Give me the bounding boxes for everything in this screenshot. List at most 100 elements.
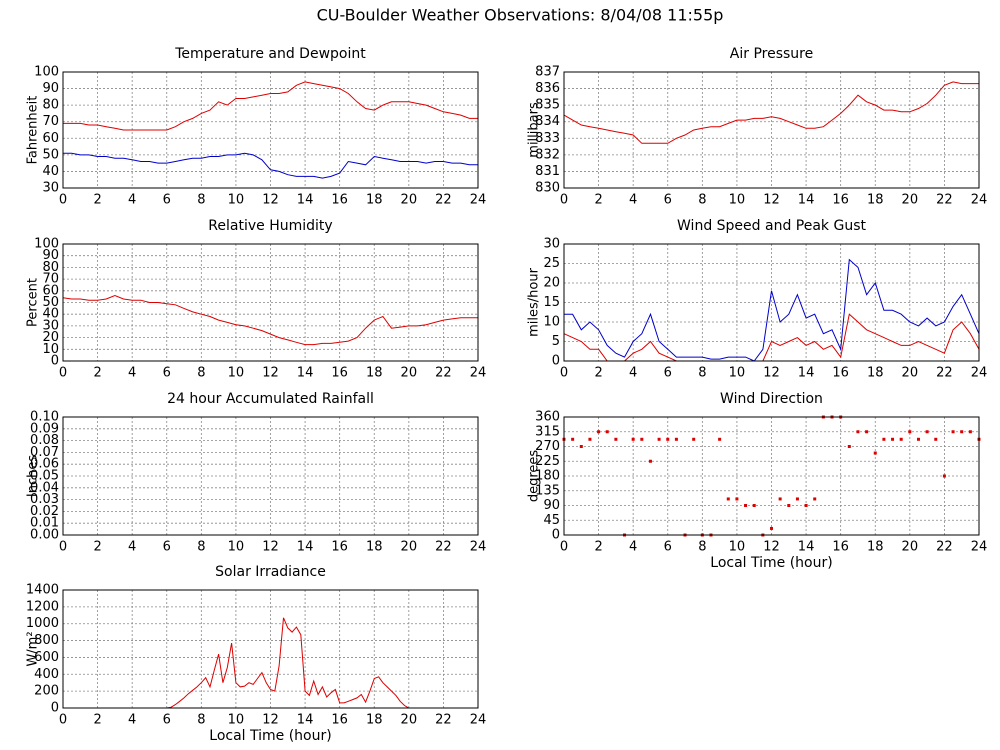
x-tick-label: 12: [763, 540, 780, 555]
y-tick-label: 836: [535, 81, 560, 96]
x-tick-label: 22: [435, 540, 452, 555]
x-tick-label: 0: [59, 366, 67, 381]
x-tick-label: 2: [594, 193, 602, 208]
x-tick-label: 0: [560, 366, 568, 381]
y-tick-label: 25: [543, 256, 560, 271]
x-tick-label: 20: [401, 193, 418, 208]
y-tick-label: 90: [543, 498, 560, 513]
x-tick-label: 12: [262, 193, 279, 208]
y-tick-label: 30: [543, 237, 560, 252]
y-tick-label: 100: [34, 237, 59, 252]
chart-title: Solar Irradiance: [215, 564, 326, 580]
x-tick-label: 14: [297, 193, 314, 208]
y-tick-label: 831: [535, 164, 560, 179]
y-tick-label: 90: [42, 81, 59, 96]
y-tick-label: 20: [42, 330, 59, 345]
x-tick-label: 10: [729, 366, 746, 381]
data-line: [63, 152, 478, 179]
chart-title: Wind Direction: [720, 391, 823, 407]
chart-panel: Temperature and DewpointFahrenheit304050…: [26, 46, 487, 208]
x-tick-label: 16: [832, 540, 849, 555]
x-tick-label: 2: [93, 366, 101, 381]
x-tick-label: 14: [297, 713, 314, 728]
x-tick-label: 4: [128, 713, 136, 728]
chart-title: 24 hour Accumulated Rainfall: [167, 391, 374, 407]
x-tick-label: 24: [470, 713, 487, 728]
plot-frame: [563, 243, 980, 362]
y-tick-label: 135: [535, 483, 560, 498]
x-tick-label: 2: [93, 540, 101, 555]
x-tick-label: 6: [163, 193, 171, 208]
x-tick-label: 8: [197, 540, 205, 555]
y-tick-label: 315: [535, 424, 560, 439]
x-tick-label: 22: [936, 193, 953, 208]
data-point: [813, 497, 817, 501]
y-tick-label: 1000: [26, 616, 59, 631]
y-tick-label: 400: [34, 667, 59, 682]
x-tick-label: 22: [936, 540, 953, 555]
x-tick-label: 20: [401, 713, 418, 728]
data-point: [951, 430, 955, 434]
x-tick-label: 0: [560, 193, 568, 208]
x-tick-label: 22: [936, 366, 953, 381]
x-tick-label: 24: [470, 540, 487, 555]
y-axis-label: miles/hour: [527, 267, 542, 336]
y-tick-label: 0.03: [30, 492, 59, 507]
data-point: [597, 430, 601, 434]
x-tick-label: 8: [698, 366, 706, 381]
chart-panel: Air Pressuremillibars8308318328338348358…: [527, 46, 988, 208]
x-tick-label: 18: [867, 193, 884, 208]
x-tick-label: 0: [560, 540, 568, 555]
y-axis-label: degrees: [527, 450, 542, 503]
x-tick-label: 22: [435, 366, 452, 381]
y-tick-label: 40: [42, 307, 59, 322]
x-tick-label: 12: [262, 366, 279, 381]
x-tick-label: 8: [197, 366, 205, 381]
y-tick-label: 800: [34, 633, 59, 648]
data-point: [942, 474, 946, 478]
y-tick-label: 50: [42, 295, 59, 310]
x-tick-label: 4: [128, 193, 136, 208]
y-tick-label: 270: [535, 439, 560, 454]
x-tick-label: 14: [798, 540, 815, 555]
data-point: [692, 437, 696, 441]
x-tick-label: 16: [331, 193, 348, 208]
y-tick-label: 180: [535, 469, 560, 484]
y-tick-label: 600: [34, 650, 59, 665]
x-tick-label: 12: [763, 193, 780, 208]
y-tick-label: 0: [51, 701, 59, 716]
y-tick-label: 1400: [26, 583, 59, 598]
y-axis-label: millibars: [527, 102, 542, 158]
x-tick-label: 18: [366, 713, 383, 728]
x-tick-label: 2: [594, 366, 602, 381]
x-tick-label: 14: [798, 366, 815, 381]
x-tick-label: 12: [262, 713, 279, 728]
x-tick-label: 8: [698, 193, 706, 208]
x-tick-label: 14: [297, 366, 314, 381]
data-line: [63, 81, 478, 131]
x-tick-label: 18: [867, 366, 884, 381]
y-axis-label: Percent: [26, 278, 41, 327]
data-point: [614, 437, 618, 441]
y-tick-label: 0.04: [30, 480, 59, 495]
data-point: [571, 437, 575, 441]
data-line: [564, 258, 980, 362]
y-tick-label: 15: [543, 295, 560, 310]
chart-title: Temperature and Dewpoint: [174, 46, 366, 62]
x-tick-label: 10: [729, 540, 746, 555]
x-tick-label: 0: [59, 540, 67, 555]
x-tick-label: 10: [228, 366, 245, 381]
data-point: [908, 430, 912, 434]
y-tick-label: 5: [552, 334, 560, 349]
plot-frame: [62, 589, 479, 709]
plot-frame: [62, 71, 479, 189]
x-tick-label: 10: [228, 713, 245, 728]
data-point: [579, 445, 583, 448]
y-axis-label: Fahrenheit: [26, 96, 41, 165]
y-tick-label: 100: [34, 65, 59, 80]
y-tick-label: 830: [535, 181, 560, 196]
x-tick-label: 2: [594, 540, 602, 555]
y-tick-label: 200: [34, 684, 59, 699]
